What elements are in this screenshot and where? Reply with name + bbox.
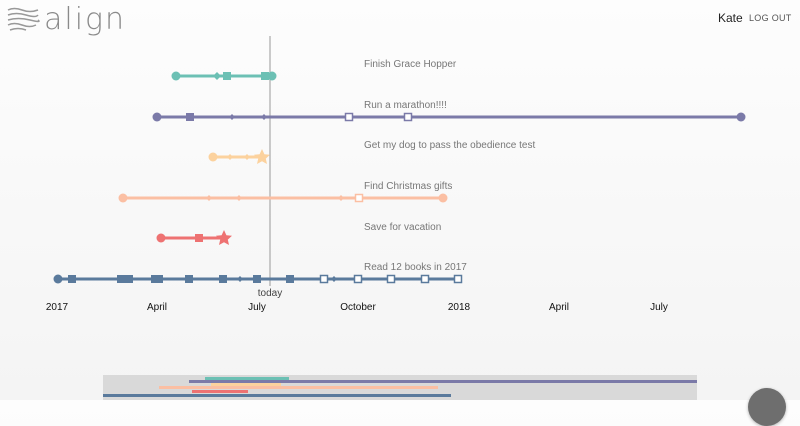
goal-start-marker[interactable] [118,193,128,203]
user-name: Kate [718,11,743,25]
goal-end-star-icon[interactable] [254,149,270,164]
goal-end-marker[interactable] [267,71,277,81]
time-axis: 2017 April July October 2018 April July [46,302,668,313]
goal-end-star-icon[interactable] [216,230,232,245]
milestone-marker[interactable] [261,114,267,120]
goal-row[interactable]: Find Christmas gifts [118,181,453,203]
app-header: align Kate LOG OUT [0,0,800,37]
milestone-marker[interactable] [403,112,413,122]
minimap-goal-bar [205,377,289,380]
goal-start-marker[interactable] [171,71,181,81]
milestone-marker[interactable] [244,154,250,160]
goal-start-marker[interactable] [152,112,162,122]
milestone-marker[interactable] [338,195,344,201]
goal-label: Get my dog to pass the obedience test [364,140,535,151]
minimap-goal-bar [159,386,438,389]
floating-action-button[interactable] [748,388,786,426]
milestone-marker[interactable] [353,274,363,284]
goal-row[interactable]: Run a marathon!!!! [152,100,746,122]
goal-start-marker[interactable] [53,274,63,284]
milestone-marker[interactable] [354,193,364,203]
milestone-marker[interactable] [229,114,235,120]
logo-text: align [44,1,127,37]
milestone-marker[interactable] [185,275,193,283]
milestone-marker[interactable] [420,274,430,284]
goal-start-marker[interactable] [208,152,218,162]
logout-button[interactable]: LOG OUT [749,13,792,23]
milestone-marker[interactable] [453,274,463,284]
app-logo[interactable]: align [6,1,127,37]
milestone-marker[interactable] [195,234,203,242]
milestone-marker[interactable] [206,195,212,201]
milestone-marker[interactable] [227,154,233,160]
goal-label: Finish Grace Hopper [364,59,457,70]
milestone-marker[interactable] [68,275,76,283]
milestone-marker[interactable] [219,275,227,283]
milestone-marker[interactable] [223,72,231,80]
menu-lines-icon[interactable] [6,5,40,33]
goal-row[interactable]: Read 12 books in 2017 [53,262,468,284]
milestone-marker[interactable] [286,275,294,283]
milestone-marker[interactable] [155,275,163,283]
axis-tick-label: July [248,302,266,313]
goal-end-marker[interactable] [438,193,448,203]
goal-row[interactable]: Get my dog to pass the obedience test [208,140,536,164]
axis-tick-label: 2018 [448,302,471,313]
milestone-marker[interactable] [344,112,354,122]
milestone-marker[interactable] [237,276,243,282]
milestone-marker[interactable] [261,72,269,80]
milestone-marker[interactable] [319,274,329,284]
milestone-marker[interactable] [386,274,396,284]
goal-end-marker[interactable] [736,112,746,122]
milestone-marker[interactable] [117,275,125,283]
goals-timeline: today Finish Grace Hopper Run a marathon… [46,36,746,313]
milestone-marker[interactable] [186,113,194,121]
milestone-marker[interactable] [236,195,242,201]
milestone-marker[interactable] [125,275,133,283]
goal-label: Find Christmas gifts [364,181,452,192]
axis-tick-label: October [340,302,376,313]
axis-tick-label: April [549,302,569,313]
goal-row[interactable]: Save for vacation [156,222,442,245]
goal-label: Read 12 books in 2017 [364,262,467,273]
today-label: today [258,288,282,299]
milestone-marker[interactable] [253,275,261,283]
axis-tick-label: July [650,302,668,313]
milestone-marker[interactable] [331,276,337,282]
goal-row[interactable]: Finish Grace Hopper [171,59,457,81]
minimap-goal-bar [103,394,451,397]
goal-start-marker[interactable] [156,233,166,243]
milestone-marker[interactable] [213,72,221,80]
minimap-goal-bar [189,380,697,383]
axis-tick-label: 2017 [46,302,69,313]
timeline-minimap[interactable] [103,375,697,400]
minimap-goal-bar [211,383,281,386]
goal-label: Run a marathon!!!! [364,100,447,111]
minimap-goal-bar [192,390,248,393]
axis-tick-label: April [147,302,167,313]
goal-label: Save for vacation [364,222,441,233]
